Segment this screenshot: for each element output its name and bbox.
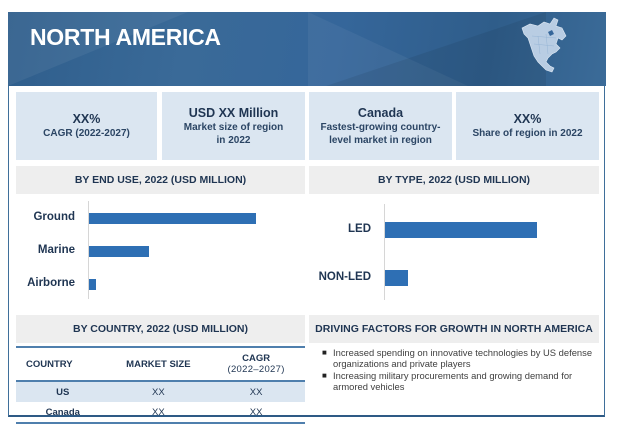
banner-facet bbox=[8, 12, 188, 86]
column-header-cagr: CAGR (2022–2027) bbox=[207, 346, 305, 382]
cagr-header-line1: CAGR bbox=[242, 353, 271, 364]
table-row: Canada XX XX bbox=[16, 402, 305, 424]
bar-non-led bbox=[385, 270, 409, 286]
bullet-icon: ■ bbox=[322, 371, 327, 380]
banner-facet bbox=[308, 12, 468, 86]
kpi-label: Share of region in 2022 bbox=[472, 128, 583, 139]
end-use-section-header: BY END USE, 2022 (USD MILLION) bbox=[16, 166, 305, 194]
column-header-country: COUNTRY bbox=[16, 346, 110, 382]
bar-airborne bbox=[89, 278, 96, 290]
cell-market-size: XX bbox=[109, 381, 208, 402]
cell-cagr: XX bbox=[207, 402, 305, 424]
bullet-icon: ■ bbox=[322, 348, 327, 357]
category-label: Airborne bbox=[27, 277, 75, 289]
header-banner bbox=[8, 12, 606, 86]
country-table: COUNTRY MARKET SIZE CAGR (2022–2027) US … bbox=[16, 346, 305, 424]
table-header-row: COUNTRY MARKET SIZE CAGR (2022–2027) bbox=[16, 346, 305, 382]
kpi-card-cagr: XX% CAGR (2022-2027) bbox=[16, 92, 157, 160]
region-title: NORTH AMERICA bbox=[30, 24, 221, 50]
cell-cagr: XX bbox=[207, 381, 305, 402]
kpi-value: USD XX Million bbox=[188, 105, 279, 120]
category-label: Marine bbox=[37, 244, 75, 256]
category-label: LED bbox=[348, 223, 371, 235]
bar-ground bbox=[89, 212, 256, 224]
category-label: NON-LED bbox=[318, 271, 371, 283]
kpi-card-market-size: USD XX Million Market size of region in … bbox=[162, 92, 305, 160]
driver-text: Increasing military procurements and gro… bbox=[333, 370, 573, 392]
kpi-card-share: XX% Share of region in 2022 bbox=[456, 92, 599, 160]
country-section-header: BY COUNTRY, 2022 (USD MILLION) bbox=[16, 315, 305, 343]
list-item: ■ Increased spending on innovative techno… bbox=[318, 347, 593, 369]
kpi-label: Fastest-growing country-level market in … bbox=[320, 121, 441, 146]
bar-marine bbox=[89, 245, 150, 257]
kpi-value: XX% bbox=[72, 112, 101, 126]
cell-market-size: XX bbox=[109, 402, 208, 424]
kpi-card-fastest-growing: Canada Fastest-growing country-level mar… bbox=[309, 92, 452, 160]
kpi-label: CAGR (2022-2027) bbox=[43, 128, 130, 139]
chart-axis-line bbox=[384, 204, 385, 300]
cell-country: US bbox=[16, 381, 110, 402]
column-header-market-size: MARKET SIZE bbox=[109, 346, 208, 382]
banner-facet bbox=[326, 12, 546, 86]
driving-factors-list: ■ Increased spending on innovative techno… bbox=[318, 347, 593, 393]
bar-led bbox=[385, 222, 537, 238]
driver-text: Increased spending on innovative technol… bbox=[333, 347, 593, 369]
kpi-value: Canada bbox=[357, 105, 404, 120]
cagr-header-line2: (2022–2027) bbox=[227, 364, 285, 375]
cell-country: Canada bbox=[16, 402, 110, 424]
type-section-header: BY TYPE, 2022 (USD MILLION) bbox=[309, 166, 599, 194]
kpi-value: XX% bbox=[513, 112, 542, 126]
drivers-section-header: DRIVING FACTORS FOR GROWTH IN NORTH AMER… bbox=[309, 315, 599, 343]
category-label: Ground bbox=[33, 211, 75, 223]
list-item: ■ Increasing military procurements and gr… bbox=[318, 370, 593, 392]
table-row: US XX XX bbox=[16, 381, 305, 402]
north-america-map-icon bbox=[521, 17, 567, 73]
chart-axis-line bbox=[88, 201, 89, 299]
kpi-label: Market size of region in 2022 bbox=[183, 121, 284, 146]
